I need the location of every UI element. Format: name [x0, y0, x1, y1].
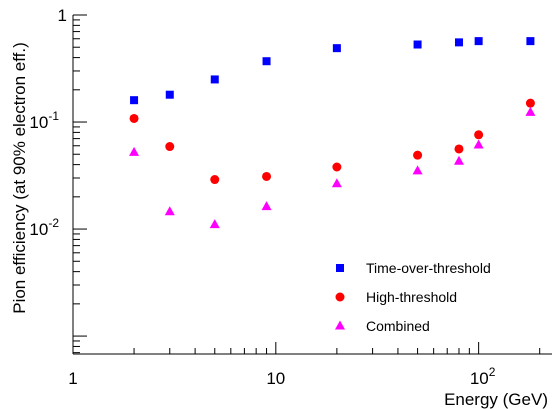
series-triangle [129, 106, 536, 229]
legend-marker [336, 264, 344, 272]
y-tick-label: 10-1 [29, 109, 59, 132]
data-point [130, 96, 139, 105]
tick-labels: 1 10 102 1 10-1 10-2 [29, 6, 495, 388]
data-point [165, 90, 174, 99]
legend: Time-over-threshold High-threshold Combine… [335, 260, 491, 334]
data-point [210, 175, 220, 185]
data-point [209, 219, 220, 229]
legend-label: Time-over-threshold [366, 260, 491, 276]
data-point [473, 139, 484, 149]
data-point [164, 206, 175, 216]
data-point [454, 38, 463, 47]
data-point [129, 113, 139, 123]
legend-marker [335, 320, 345, 330]
ticks [72, 14, 541, 354]
legend-entry: Time-over-threshold [336, 260, 491, 276]
legend-label: Combined [366, 318, 430, 334]
x-tick-label: 102 [470, 365, 496, 388]
legend-label: High-threshold [366, 289, 457, 305]
data-point [526, 37, 535, 46]
data-points [129, 37, 536, 229]
data-point [525, 98, 535, 108]
data-point [262, 171, 272, 181]
data-point [261, 201, 272, 211]
data-point [262, 57, 271, 66]
data-point [474, 130, 484, 140]
data-point [331, 178, 342, 188]
data-point [474, 37, 483, 46]
data-point [129, 146, 140, 156]
y-tick-label: 1 [58, 6, 67, 25]
axes [72, 15, 552, 355]
x-tick-label: 1 [68, 369, 77, 388]
data-point [332, 44, 341, 53]
data-point [165, 142, 175, 152]
data-point [413, 40, 422, 49]
series-square [130, 37, 535, 105]
legend-entry: Combined [335, 318, 430, 334]
legend-marker [335, 292, 345, 302]
y-tick-label: 10-2 [29, 216, 59, 239]
data-point [413, 150, 423, 160]
series-circle [129, 98, 535, 185]
y-axis-label: Pion efficiency (at 90% electron eff.) [10, 42, 29, 314]
data-point [525, 106, 536, 116]
legend-entry: High-threshold [335, 289, 457, 305]
x-tick-label: 10 [266, 369, 285, 388]
data-point [412, 165, 423, 175]
data-point [453, 155, 464, 165]
data-point [210, 75, 219, 84]
x-axis-label: Energy (GeV) [444, 390, 548, 409]
data-point [454, 144, 464, 154]
data-point [332, 162, 342, 172]
